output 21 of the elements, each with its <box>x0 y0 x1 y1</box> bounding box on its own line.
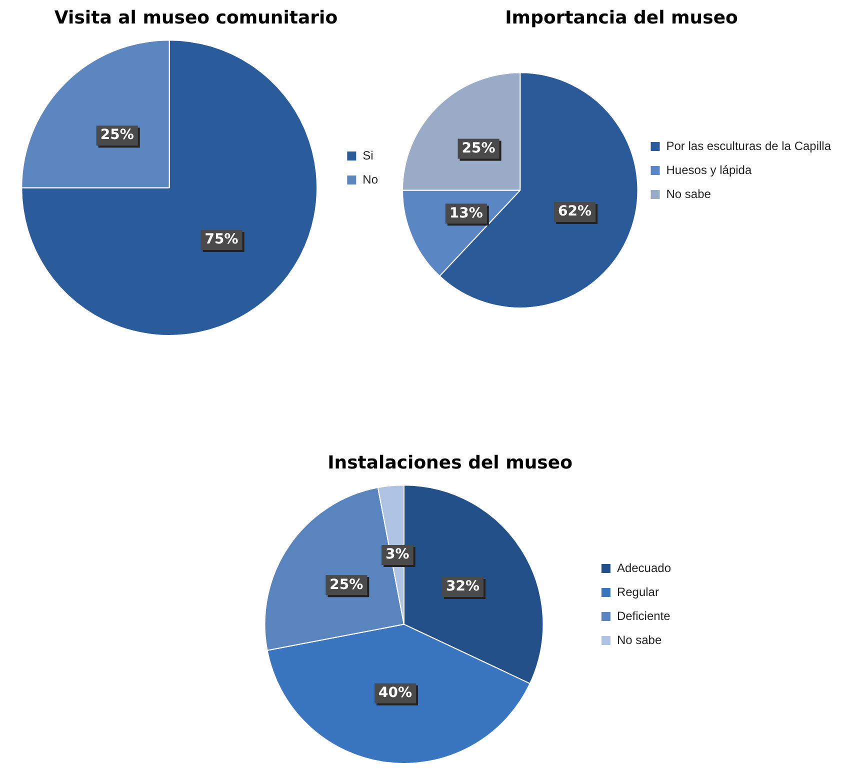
data-label: 25% <box>330 576 364 593</box>
legend-label: Deficiente <box>616 608 671 623</box>
legend-label: No sabe <box>666 186 712 201</box>
chart-title: Importancia del museo <box>505 7 738 28</box>
data-label: 32% <box>446 578 480 595</box>
data-label: 75% <box>204 232 238 248</box>
legend-label: Si <box>362 148 374 162</box>
data-label: 40% <box>378 684 412 701</box>
legend-label: No sabe <box>616 632 662 647</box>
legend-label: Adecuado <box>616 560 672 575</box>
legend-label: Regular <box>616 584 659 599</box>
legend-label: Huesos y lápida <box>666 162 752 177</box>
chart-title: Instalaciones del museo <box>328 452 572 474</box>
data-label: 3% <box>386 546 410 563</box>
chart-title: Visita al museo comunitario <box>54 7 338 28</box>
data-label: 62% <box>558 204 592 220</box>
legend-label: Por las esculturas de la Capilla <box>666 138 832 153</box>
legend-label: No <box>362 172 378 186</box>
data-label: 25% <box>100 127 134 144</box>
data-label: 13% <box>449 205 483 222</box>
data-label: 25% <box>462 140 496 156</box>
